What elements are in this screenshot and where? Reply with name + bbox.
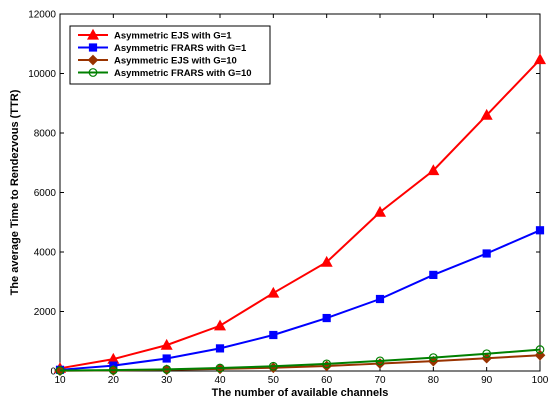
y-tick-label: 12000 — [28, 10, 56, 21]
y-tick-label: 6000 — [34, 188, 57, 199]
data-point — [322, 359, 332, 369]
x-tick-label: 90 — [481, 375, 493, 386]
data-point — [428, 353, 438, 363]
y-tick-label: 8000 — [34, 129, 57, 140]
data-point — [320, 255, 333, 267]
data-point — [427, 164, 440, 176]
data-point — [535, 345, 545, 354]
legend-item: Asymmetric FRARS with G=10 — [78, 68, 252, 79]
data-point — [482, 349, 492, 359]
data-point — [213, 319, 227, 331]
series-line — [59, 58, 541, 370]
data-point — [375, 294, 385, 304]
x-tick-label: 10 — [54, 375, 66, 386]
data-point — [55, 366, 65, 375]
x-tick-label: 20 — [108, 375, 120, 386]
data-point — [267, 286, 280, 298]
data-point — [215, 363, 225, 373]
x-tick-label: 50 — [268, 375, 280, 386]
x-tick-label: 60 — [321, 375, 333, 386]
data-point — [482, 249, 491, 258]
legend-marker — [88, 43, 98, 52]
data-point — [322, 313, 331, 323]
data-point — [162, 364, 172, 374]
x-tick-label: 70 — [374, 375, 386, 386]
y-axis-label: The average Time to Rendezvous (TTR) — [9, 89, 21, 295]
y-tick-label: 0 — [50, 367, 56, 378]
y-tick-label: 10000 — [28, 69, 56, 80]
legend-item: Asymmetric EJS with G=10 — [78, 54, 237, 67]
legend-item: Asymmetric FRARS with G=1 — [78, 43, 247, 54]
data-point — [375, 356, 385, 366]
data-point — [429, 270, 438, 280]
data-point — [269, 330, 278, 340]
data-point — [160, 338, 173, 350]
x-tick-label: 40 — [214, 375, 226, 386]
legend-label: Asymmetric EJS with G=10 — [114, 56, 237, 67]
legend-label: Asymmetric FRARS with G=1 — [114, 43, 247, 54]
legend-label: Asymmetric EJS with G=1 — [114, 31, 232, 42]
legend-item: Asymmetric EJS with G=1 — [78, 28, 232, 42]
series-line — [59, 348, 541, 372]
x-axis-label: The number of available channels — [212, 387, 389, 399]
legend-label: Asymmetric FRARS with G=10 — [114, 68, 252, 79]
series-4 — [55, 345, 545, 375]
x-tick-label: 30 — [161, 375, 173, 386]
data-point — [535, 226, 545, 235]
data-point — [108, 365, 118, 375]
x-tick-label: 80 — [428, 375, 440, 386]
data-point — [268, 361, 278, 371]
legend-marker — [87, 54, 99, 66]
x-tick-label: 100 — [532, 375, 549, 386]
series-layer — [53, 53, 547, 377]
data-point — [373, 205, 387, 217]
y-tick-label: 4000 — [34, 248, 57, 259]
data-point — [162, 354, 171, 363]
series-line — [59, 229, 541, 371]
y-tick-label: 2000 — [34, 307, 57, 318]
axis-ticks: 10 20 30 40 50 60 70 80 90 100 0 2000 4000 6000 8000 10… — [28, 10, 549, 387]
data-point — [480, 108, 493, 120]
legend-marker — [88, 68, 98, 77]
data-point — [533, 53, 547, 65]
data-point — [54, 365, 66, 377]
legend-marker — [86, 28, 100, 40]
data-point — [215, 344, 225, 353]
